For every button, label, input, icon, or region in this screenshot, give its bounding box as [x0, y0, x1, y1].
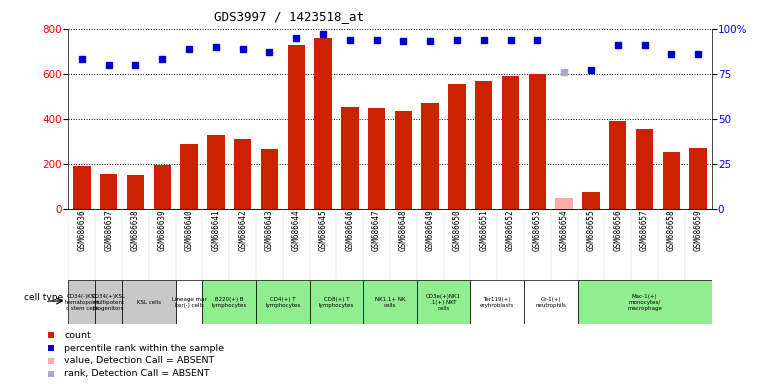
Text: GSM686658: GSM686658	[667, 209, 676, 251]
Text: GSM686644: GSM686644	[291, 209, 301, 251]
Text: GSM686647: GSM686647	[372, 209, 381, 251]
Bar	[556, 198, 573, 209]
Bar	[154, 165, 171, 209]
Bar	[609, 121, 626, 209]
Text: GSM686653: GSM686653	[533, 209, 542, 251]
Text: Ter119(+)
eryhroblasts: Ter119(+) eryhroblasts	[480, 297, 514, 308]
Bar	[475, 81, 492, 209]
Text: value, Detection Call = ABSENT: value, Detection Call = ABSENT	[64, 356, 215, 366]
Text: GSM686643: GSM686643	[265, 209, 274, 251]
Bar	[689, 148, 707, 209]
Bar	[207, 135, 224, 209]
Text: CD34(+)KSL
multipotent
progenitors: CD34(+)KSL multipotent progenitors	[91, 294, 126, 311]
Bar	[417, 280, 470, 324]
Text: GSM686655: GSM686655	[587, 209, 595, 251]
Text: percentile rank within the sample: percentile rank within the sample	[64, 344, 224, 353]
Bar	[176, 280, 202, 324]
Text: GSM686651: GSM686651	[479, 209, 489, 251]
Text: rank, Detection Call = ABSENT: rank, Detection Call = ABSENT	[64, 369, 210, 379]
Text: GDS3997 / 1423518_at: GDS3997 / 1423518_at	[214, 10, 365, 23]
Text: GSM686641: GSM686641	[212, 209, 221, 251]
Bar	[582, 192, 600, 209]
Bar	[524, 280, 578, 324]
Bar	[422, 103, 439, 209]
Bar	[288, 45, 305, 209]
Text: GSM686642: GSM686642	[238, 209, 247, 251]
Text: GSM686657: GSM686657	[640, 209, 649, 251]
Bar	[122, 280, 176, 324]
Bar	[470, 280, 524, 324]
Text: CD3e(+)NK1
.1(+) NKT
cells: CD3e(+)NK1 .1(+) NKT cells	[426, 294, 461, 311]
Text: GSM686652: GSM686652	[506, 209, 515, 251]
Bar	[341, 107, 358, 209]
Bar	[256, 280, 310, 324]
Bar	[95, 280, 122, 324]
Text: GSM686645: GSM686645	[319, 209, 327, 251]
Text: Gr-1(+)
neutrophils: Gr-1(+) neutrophils	[535, 297, 566, 308]
Text: GSM686659: GSM686659	[693, 209, 702, 251]
Text: CD8(+) T
lymphocytes: CD8(+) T lymphocytes	[319, 297, 354, 308]
Bar	[234, 139, 251, 209]
Bar	[180, 144, 198, 209]
Bar	[578, 280, 712, 324]
Text: GSM686640: GSM686640	[185, 209, 193, 251]
Bar	[310, 280, 363, 324]
Bar	[363, 280, 417, 324]
Text: KSL cells: KSL cells	[137, 300, 161, 305]
Text: NK1.1+ NK
cells: NK1.1+ NK cells	[374, 297, 406, 308]
Bar	[636, 129, 653, 209]
Bar	[395, 111, 412, 209]
Text: GSM686656: GSM686656	[613, 209, 622, 251]
Bar	[127, 175, 144, 209]
Text: cell type: cell type	[24, 293, 63, 301]
Text: CD4(+) T
lymphocytes: CD4(+) T lymphocytes	[266, 297, 301, 308]
Text: GSM686649: GSM686649	[425, 209, 435, 251]
Bar	[529, 74, 546, 209]
Bar	[68, 280, 95, 324]
Text: GSM686648: GSM686648	[399, 209, 408, 251]
Text: GSM686636: GSM686636	[78, 209, 87, 251]
Text: Mac-1(+)
monocytes/
macrophage: Mac-1(+) monocytes/ macrophage	[627, 294, 662, 311]
Bar	[314, 38, 332, 209]
Text: CD34(-)KSL
hematopoiet
c stem cells: CD34(-)KSL hematopoiet c stem cells	[64, 294, 100, 311]
Bar	[448, 84, 466, 209]
Text: Lineage mar
ker(-) cells: Lineage mar ker(-) cells	[172, 297, 206, 308]
Text: B220(+) B
lymphocytes: B220(+) B lymphocytes	[212, 297, 247, 308]
Text: count: count	[64, 331, 91, 339]
Bar	[100, 174, 117, 209]
Text: GSM686654: GSM686654	[559, 209, 568, 251]
Bar	[261, 149, 279, 209]
Text: GSM686646: GSM686646	[345, 209, 355, 251]
Bar	[73, 166, 91, 209]
Text: GSM686650: GSM686650	[453, 209, 461, 251]
Bar	[368, 108, 385, 209]
Text: GSM686637: GSM686637	[104, 209, 113, 251]
Bar	[663, 152, 680, 209]
Text: GSM686638: GSM686638	[131, 209, 140, 251]
Bar	[501, 76, 519, 209]
Text: GSM686639: GSM686639	[158, 209, 167, 251]
Bar	[202, 280, 256, 324]
